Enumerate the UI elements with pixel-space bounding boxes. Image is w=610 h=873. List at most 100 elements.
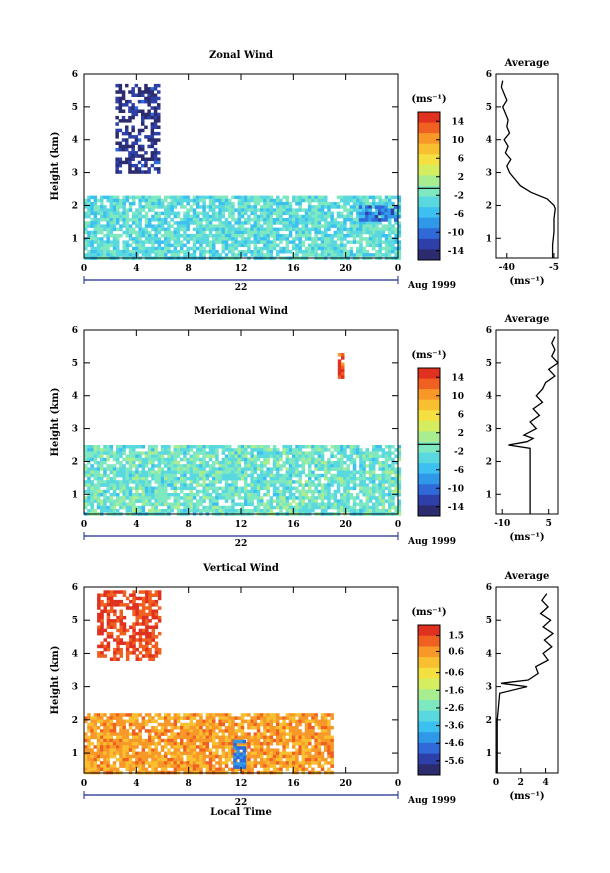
heat-cell — [122, 622, 127, 626]
heat-cell — [317, 445, 322, 449]
heat-cell — [87, 250, 91, 254]
heat-cell — [228, 738, 232, 743]
heat-cell — [250, 457, 254, 462]
heat-cell — [180, 735, 184, 740]
heat-cell — [173, 234, 178, 238]
heat-cell — [288, 473, 293, 478]
heat-cell — [148, 509, 152, 513]
heat-cell — [138, 234, 142, 238]
heat-cell — [301, 470, 306, 475]
heat-cell — [279, 505, 283, 510]
heat-cell — [391, 227, 395, 232]
heat-cell — [256, 735, 261, 740]
heat-cell — [212, 451, 216, 455]
heat-cell — [292, 467, 296, 471]
heat-cell — [320, 230, 325, 235]
heat-cell — [128, 454, 133, 459]
heat-cell — [202, 719, 206, 724]
heat-cell — [308, 237, 312, 241]
heat-cell — [164, 751, 168, 756]
heat-cell — [202, 237, 206, 241]
heat-cell — [378, 464, 382, 468]
heat-cell — [167, 493, 171, 497]
heat-cell — [292, 735, 296, 740]
heat-cell — [349, 473, 354, 478]
heat-cell — [292, 505, 296, 510]
heat-cell — [208, 732, 213, 736]
heat-cell — [308, 227, 312, 232]
heat-cell — [221, 464, 226, 468]
heat-cell — [189, 221, 194, 225]
heat-cell — [292, 451, 296, 455]
heat-cell — [100, 246, 104, 251]
heat-cell — [202, 480, 206, 484]
heat-cell — [106, 742, 110, 746]
heat-cell — [189, 719, 194, 724]
heat-cell — [298, 208, 302, 212]
heat-cell — [314, 246, 318, 251]
heat-cell — [215, 486, 219, 491]
heat-cell — [237, 240, 242, 244]
heat-cell — [106, 489, 110, 494]
heat-cell — [167, 742, 171, 746]
heat-cell — [269, 250, 274, 254]
heat-cell — [250, 738, 254, 743]
heat-cell — [394, 211, 398, 216]
heat-cell — [266, 457, 270, 462]
heat-cell — [183, 243, 187, 248]
heat-cell — [298, 202, 302, 206]
heat-cell — [132, 480, 136, 484]
heat-cell — [288, 496, 293, 500]
heat-cell — [109, 464, 114, 468]
heat-cell — [215, 722, 219, 727]
heat-cell — [394, 227, 398, 232]
heat-cell — [388, 502, 392, 507]
heat-cell — [308, 467, 312, 471]
heat-cell — [247, 499, 251, 503]
heat-cell — [176, 467, 181, 471]
heat-cell — [189, 477, 194, 481]
heat-cell — [285, 221, 290, 225]
heat-cell — [250, 735, 254, 740]
heat-cell — [317, 451, 322, 455]
heat-cell — [352, 445, 357, 449]
heat-cell — [314, 448, 318, 452]
heat-cell — [295, 227, 299, 232]
heat-cell — [103, 509, 107, 513]
heat-cell — [122, 729, 126, 733]
heat-cell — [212, 250, 216, 254]
heat-cell — [340, 240, 344, 244]
heat-cell — [186, 716, 190, 720]
heat-cell — [263, 716, 267, 720]
heat-cell — [183, 237, 187, 241]
heat-cell — [157, 112, 161, 117]
heat-cell — [151, 243, 155, 248]
heat-cell — [141, 109, 145, 113]
heat-cell — [90, 457, 94, 462]
heat-cell — [115, 99, 119, 104]
heat-cell — [253, 240, 258, 244]
heat-cell — [160, 745, 165, 749]
heat-cell — [272, 477, 277, 481]
heat-cell — [394, 505, 398, 510]
heat-cell — [122, 480, 126, 484]
heat-cell — [333, 240, 338, 244]
heat-cell — [96, 224, 101, 228]
heat-cell — [128, 163, 132, 168]
heat-cell — [186, 486, 190, 491]
heat-cell — [116, 628, 120, 633]
heat-cell — [202, 195, 206, 200]
heat-cell — [205, 243, 210, 248]
heat-cell — [128, 160, 132, 165]
heat-cell — [93, 211, 98, 216]
heat-cell — [320, 732, 325, 736]
heat-cell — [132, 628, 136, 633]
heat-cell — [256, 202, 261, 206]
heat-cell — [368, 505, 373, 510]
heat-cell — [349, 445, 354, 449]
heat-cell — [164, 243, 168, 248]
heat-cell — [96, 205, 101, 209]
heat-cell — [90, 243, 94, 248]
heat-cell — [224, 470, 229, 475]
heat-cell — [160, 198, 165, 203]
